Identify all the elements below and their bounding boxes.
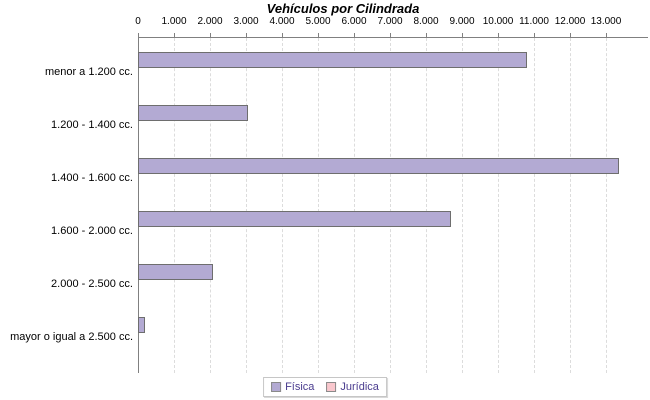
bar: [138, 317, 145, 333]
gridline: [606, 38, 607, 373]
x-tick-label: 10.000: [482, 16, 514, 27]
gridline: [318, 38, 319, 373]
x-tick-mark: [174, 33, 175, 37]
x-tick-label: 2.000: [197, 16, 223, 27]
legend: Física Jurídica: [263, 377, 387, 397]
x-tick-mark: [462, 33, 463, 37]
legend-swatch-icon: [326, 382, 337, 392]
legend-item-0: Física: [271, 381, 314, 393]
x-tick-mark: [606, 33, 607, 37]
category-label: 1.600 - 2.000 cc.: [51, 225, 133, 237]
legend-swatch-icon: [271, 382, 282, 392]
gridline: [426, 38, 427, 373]
x-tick-mark: [282, 33, 283, 37]
gridline: [210, 38, 211, 373]
gridline: [570, 38, 571, 373]
x-tick-label: 0: [135, 16, 141, 27]
bar: [138, 158, 619, 174]
x-tick-label: 8.000: [413, 16, 439, 27]
category-label: mayor o igual a 2.500 cc.: [10, 331, 133, 343]
x-tick-label: 7.000: [377, 16, 403, 27]
category-label: 1.400 - 1.600 cc.: [51, 172, 133, 184]
gridline: [354, 38, 355, 373]
gridline: [498, 38, 499, 373]
x-tick-mark: [498, 33, 499, 37]
chart-title: Vehículos por Cilindrada: [266, 1, 420, 16]
x-tick-mark: [534, 33, 535, 37]
bar: [138, 211, 451, 227]
x-tick-label: 6.000: [341, 16, 367, 27]
x-tick-mark: [246, 33, 247, 37]
x-axis-line: [138, 37, 648, 38]
x-tick-label: 3.000: [233, 16, 259, 27]
gridline: [246, 38, 247, 373]
bar: [138, 264, 213, 280]
category-label: menor a 1.200 cc.: [44, 66, 133, 78]
x-tick-label: 4.000: [269, 16, 295, 27]
gridline: [174, 38, 175, 373]
x-tick-mark: [426, 33, 427, 37]
gridline: [462, 38, 463, 373]
category-label: 2.000 - 2.500 cc.: [51, 278, 133, 290]
x-tick-label: 9.000: [449, 16, 475, 27]
gridline: [282, 38, 283, 373]
bar: [138, 52, 527, 68]
bar: [138, 105, 248, 121]
x-tick-mark: [354, 33, 355, 37]
legend-label: Jurídica: [340, 381, 379, 393]
legend-label: Física: [285, 381, 315, 393]
x-tick-mark: [318, 33, 319, 37]
x-tick-label: 12.000: [554, 16, 586, 27]
x-tick-label: 1.000: [161, 16, 187, 27]
x-tick-mark: [390, 33, 391, 37]
y-axis-line: [138, 37, 139, 373]
x-tick-mark: [570, 33, 571, 37]
gridline: [390, 38, 391, 373]
x-tick-mark: [210, 33, 211, 37]
legend-item-1: Jurídica: [326, 381, 379, 393]
x-tick-label: 5.000: [305, 16, 331, 27]
x-tick-label: 11.000: [519, 16, 549, 27]
gridline: [534, 38, 535, 373]
x-tick-mark: [138, 33, 139, 37]
category-label: 1.200 - 1.400 cc.: [51, 119, 133, 131]
x-tick-label: 13.000: [590, 16, 622, 27]
